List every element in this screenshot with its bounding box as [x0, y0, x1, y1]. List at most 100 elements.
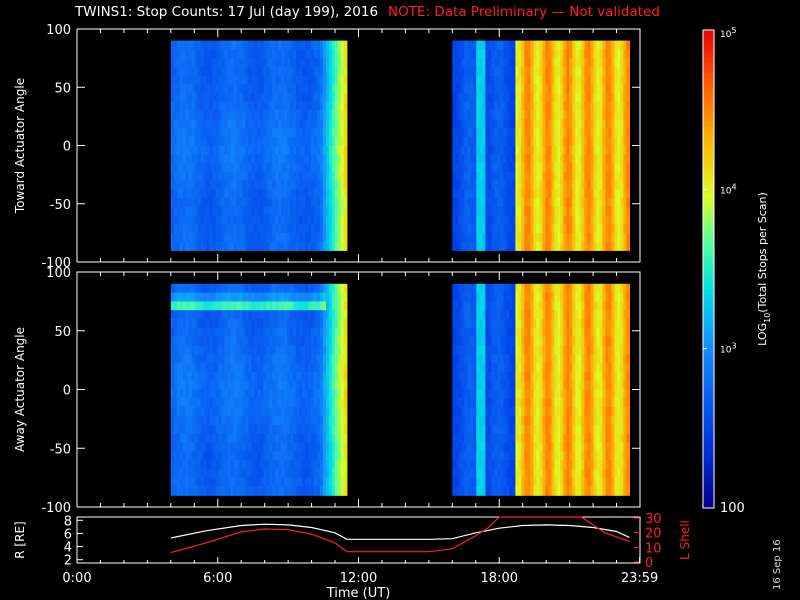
heatmap-cell	[200, 477, 205, 487]
heatmap-cell	[470, 189, 474, 199]
heatmap-cell	[473, 232, 477, 243]
heatmap-cell	[581, 154, 585, 164]
heatmap-cell	[623, 101, 627, 112]
heatmap-cell	[302, 197, 306, 208]
heatmap-cell	[319, 180, 324, 190]
heatmap-cell	[458, 398, 462, 408]
heatmap-cell	[325, 327, 330, 338]
heatmap-cell	[524, 433, 528, 443]
heatmap-cell	[188, 171, 193, 181]
heatmap-cell	[575, 84, 579, 94]
heatmap-cell	[221, 407, 226, 417]
heatmap-cell	[479, 40, 483, 50]
heatmap-cell	[521, 336, 525, 346]
heatmap-cell	[509, 310, 513, 320]
heatmap-cell	[494, 119, 498, 129]
heatmap-cell	[623, 171, 627, 181]
heatmap-cell	[233, 197, 238, 208]
heatmap-cell	[325, 371, 330, 382]
heatmap-cell	[476, 371, 480, 382]
heatmap-cell	[206, 215, 211, 225]
heatmap-cell	[319, 49, 324, 59]
heatmap-cell	[479, 119, 483, 129]
heatmap-cell	[176, 433, 181, 443]
heatmap-cell	[224, 66, 229, 77]
y-tick-label: -50	[50, 198, 71, 213]
heatmap-cell	[257, 215, 261, 225]
heatmap-cell	[299, 110, 303, 120]
heatmap-cell	[518, 119, 522, 129]
heatmap-cell	[521, 101, 525, 112]
heatmap-cell	[299, 398, 303, 408]
heatmap-cell	[182, 171, 187, 181]
heatmap-cell	[623, 84, 627, 94]
heatmap-cell	[212, 354, 217, 364]
heatmap-cell	[176, 189, 181, 199]
heatmap-cell	[470, 424, 474, 435]
heatmap-cell	[491, 310, 495, 320]
heatmap-cell	[590, 128, 594, 138]
heatmap-cell	[467, 398, 471, 408]
heatmap-cell	[242, 371, 246, 382]
heatmap-cell	[203, 345, 208, 355]
heatmap-cell	[209, 477, 214, 487]
heatmap-cell	[254, 336, 258, 346]
heatmap-cell	[506, 49, 510, 59]
heatmap-cell	[560, 232, 564, 243]
heatmap-cell	[305, 241, 309, 251]
heatmap-cell	[343, 180, 348, 190]
heatmap-cell	[334, 451, 339, 461]
heatmap-cell	[200, 380, 205, 391]
heatmap-cell	[254, 189, 258, 199]
heatmap-cell	[278, 180, 282, 190]
heatmap-cell	[590, 206, 594, 216]
heatmap-cell	[611, 241, 615, 251]
heatmap-cell	[328, 398, 333, 408]
heatmap-cell	[170, 398, 175, 408]
heatmap-cell	[314, 189, 318, 199]
heatmap-cell	[191, 415, 196, 426]
heatmap-cell	[569, 136, 573, 147]
heatmap-cell	[572, 241, 576, 251]
heatmap-cell	[227, 301, 232, 311]
heatmap-cell	[299, 224, 303, 234]
heatmap-cell	[197, 40, 202, 50]
heatmap-cell	[527, 101, 531, 112]
heatmap-cell	[212, 180, 217, 190]
heatmap-cell	[260, 301, 264, 311]
heatmap-cell	[236, 84, 240, 94]
heatmap-cell	[515, 84, 519, 94]
heatmap-cell	[287, 442, 291, 452]
heatmap-cell	[518, 93, 522, 103]
heatmap-cell	[224, 241, 229, 251]
heatmap-cell	[245, 145, 249, 155]
heatmap-cell	[305, 66, 309, 77]
heatmap-cell	[176, 380, 181, 391]
heatmap-cell	[611, 40, 615, 50]
heatmap-cell	[614, 197, 618, 208]
heatmap-cell	[293, 40, 297, 50]
heatmap-cell	[485, 292, 489, 302]
heatmap-cell	[248, 40, 252, 50]
heatmap-cell	[275, 407, 279, 417]
heatmap-cell	[245, 380, 249, 391]
heatmap-cell	[317, 380, 321, 391]
heatmap-cell	[218, 119, 223, 129]
heatmap-cell	[314, 110, 318, 120]
heatmap-cell	[206, 84, 211, 94]
heatmap-cell	[325, 206, 330, 216]
heatmap-cell	[509, 283, 513, 294]
heatmap-cell	[530, 101, 534, 112]
heatmap-cell	[224, 154, 229, 164]
heatmap-cell	[527, 398, 531, 408]
heatmap-cell	[290, 319, 294, 329]
heatmap-cell	[206, 310, 211, 320]
heatmap-cell	[239, 371, 243, 382]
heatmap-cell	[242, 128, 246, 138]
heatmap-cell	[242, 363, 246, 373]
heatmap-cell	[452, 283, 456, 294]
heatmap-cell	[269, 451, 273, 461]
heatmap-cell	[314, 433, 318, 443]
heatmap-cell	[602, 180, 606, 190]
heatmap-cell	[518, 215, 522, 225]
